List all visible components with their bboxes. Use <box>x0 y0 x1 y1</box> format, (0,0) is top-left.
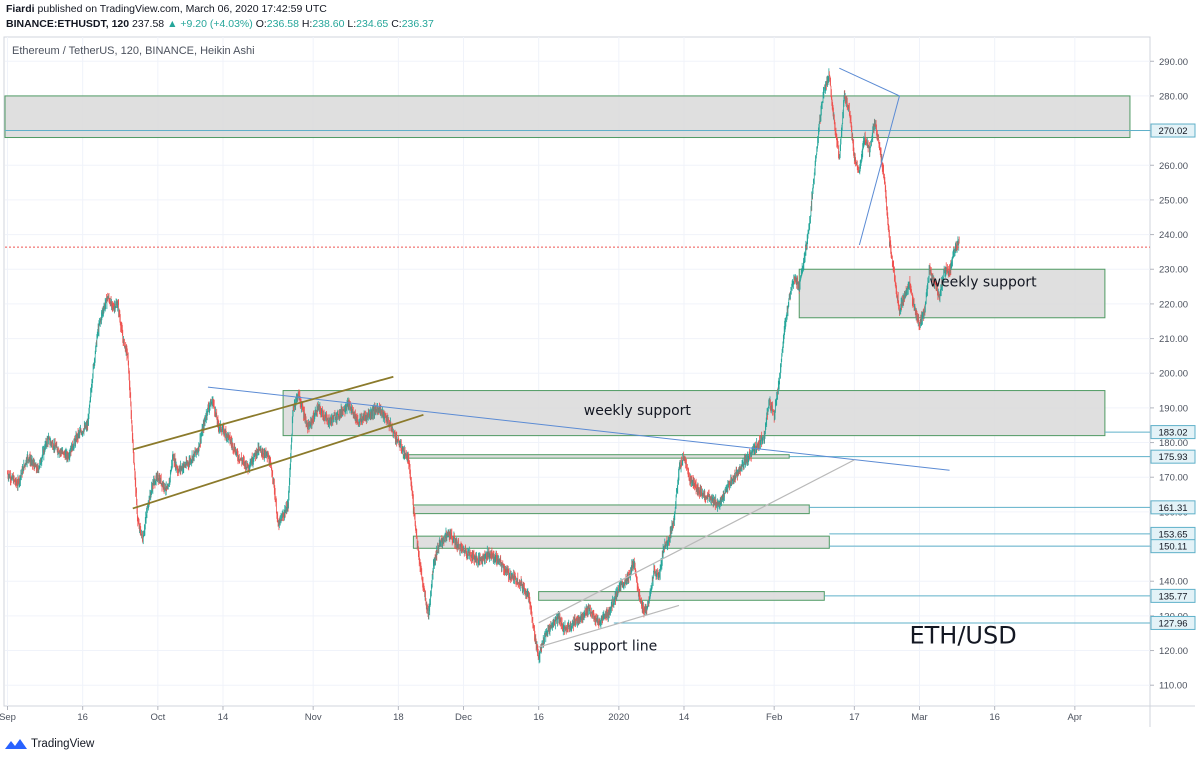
ohlc-readout: BINANCE:ETHUSDT, 120 237.58 ▲ +9.20 (+4.… <box>6 18 434 30</box>
y-tick-label: 280.00 <box>1159 91 1188 102</box>
level-price-label: 161.31 <box>1158 503 1187 514</box>
candles <box>7 68 960 664</box>
trend-line <box>132 375 394 451</box>
trend-line <box>839 67 901 246</box>
x-tick-label: 14 <box>679 712 690 723</box>
annotation-text: ETH/USD <box>909 622 1016 650</box>
trend-line <box>538 604 680 648</box>
price-labels: 270.02 183.02 175.93 161.31 153.65 150.11 135.… <box>1150 123 1196 630</box>
level-price-label: 150.11 <box>1159 542 1187 553</box>
y-tick-label: 190.00 <box>1159 403 1188 414</box>
chart-title: Ethereum / TetherUS, 120, BINANCE, Heiki… <box>12 45 255 57</box>
y-tick-label: 290.00 <box>1159 57 1188 68</box>
y-tick-label: 140.00 <box>1159 577 1188 588</box>
y-tick-label: 120.00 <box>1159 646 1188 657</box>
open-value: 236.58 <box>266 18 299 30</box>
open-label: O: <box>255 18 267 30</box>
close-label: C: <box>391 18 402 30</box>
level-price-label: 175.93 <box>1158 452 1187 463</box>
x-tick-label: Mar <box>911 712 927 723</box>
last-price: 237.58 <box>132 18 165 30</box>
time-axis[interactable]: Sep 16 Oct 14 Nov 18 Dec 16 2020 14 Feb 17 Mar 16 Apr <box>0 706 1082 723</box>
x-tick-label: Oct <box>150 712 165 723</box>
annotation-text: weekly support <box>930 275 1038 291</box>
support-zone <box>4 95 1131 139</box>
support-zone <box>282 390 1106 437</box>
level-price-tag <box>1150 449 1196 464</box>
x-tick-label: 16 <box>77 712 88 723</box>
level-price-label: 135.77 <box>1158 591 1187 602</box>
close-value: 236.37 <box>401 18 434 30</box>
x-tick-label: 18 <box>393 712 404 723</box>
level-price-tag <box>1150 425 1196 440</box>
low-label: L: <box>347 18 357 30</box>
x-tick-label: 2020 <box>608 712 629 723</box>
high-label: H: <box>301 18 313 30</box>
x-tick-label: 16 <box>533 712 544 723</box>
x-tick-label: Feb <box>766 712 782 723</box>
trend-line <box>207 386 950 471</box>
x-tick-label: 17 <box>849 712 860 723</box>
annotation-text: support line <box>574 639 657 655</box>
publish-text: published on TradingView.com, March 06, … <box>37 3 327 15</box>
trend-lines <box>132 67 950 648</box>
trend-line <box>538 459 855 624</box>
low-value: 234.65 <box>356 18 389 30</box>
level-price-tag <box>1150 123 1196 138</box>
y-tick-label: 180.00 <box>1159 438 1188 449</box>
support-zone <box>538 591 825 601</box>
y-tick-label: 210.00 <box>1159 334 1188 345</box>
tradingview-logo-icon <box>5 739 27 749</box>
level-price-label: 183.02 <box>1158 428 1187 439</box>
y-tick-label: 170.00 <box>1159 473 1188 484</box>
support-zone <box>402 454 790 459</box>
y-tick-label: 240.00 <box>1159 230 1188 241</box>
y-tick-label: 260.00 <box>1159 161 1188 172</box>
y-tick-label: 230.00 <box>1159 265 1188 276</box>
level-price-label: 153.65 <box>1158 529 1187 540</box>
level-price-label: 270.02 <box>1158 126 1187 137</box>
author-name[interactable]: Fiardi <box>6 3 35 15</box>
level-price-tag <box>1150 500 1196 515</box>
support-zone <box>412 535 830 549</box>
level-price-label: 127.96 <box>1158 618 1187 629</box>
y-tick-label: 200.00 <box>1159 369 1188 380</box>
annotations: weekly support weekly support support line… <box>574 275 1037 655</box>
trend-line <box>132 413 424 510</box>
y-tick-label: 250.00 <box>1159 195 1188 206</box>
support-zones <box>4 95 1131 601</box>
x-tick-label: Nov <box>305 712 322 723</box>
level-price-tag <box>1150 588 1196 603</box>
high-value: 238.60 <box>312 18 345 30</box>
x-tick-label: Apr <box>1067 712 1082 723</box>
horizontal-levels <box>5 130 1150 624</box>
footer-brand[interactable]: TradingView <box>31 738 95 750</box>
support-zone <box>412 504 810 515</box>
x-tick-label: 16 <box>989 712 1000 723</box>
level-price-tag <box>1150 615 1196 630</box>
y-tick-label: 110.00 <box>1159 681 1187 692</box>
footer: TradingView <box>5 736 94 752</box>
symbol-label: BINANCE:ETHUSDT, 120 <box>6 18 130 30</box>
y-tick-label: 220.00 <box>1159 299 1188 310</box>
x-tick-label: Sep <box>0 712 16 723</box>
x-tick-label: Dec <box>455 712 472 723</box>
publish-info: Fiardi published on TradingView.com, Mar… <box>6 3 327 15</box>
annotation-text: weekly support <box>584 403 692 419</box>
x-tick-label: 14 <box>218 712 229 723</box>
support-zone <box>798 268 1106 319</box>
level-price-tag <box>1150 539 1196 554</box>
price-change: ▲ +9.20 (+4.03%) <box>167 18 253 30</box>
